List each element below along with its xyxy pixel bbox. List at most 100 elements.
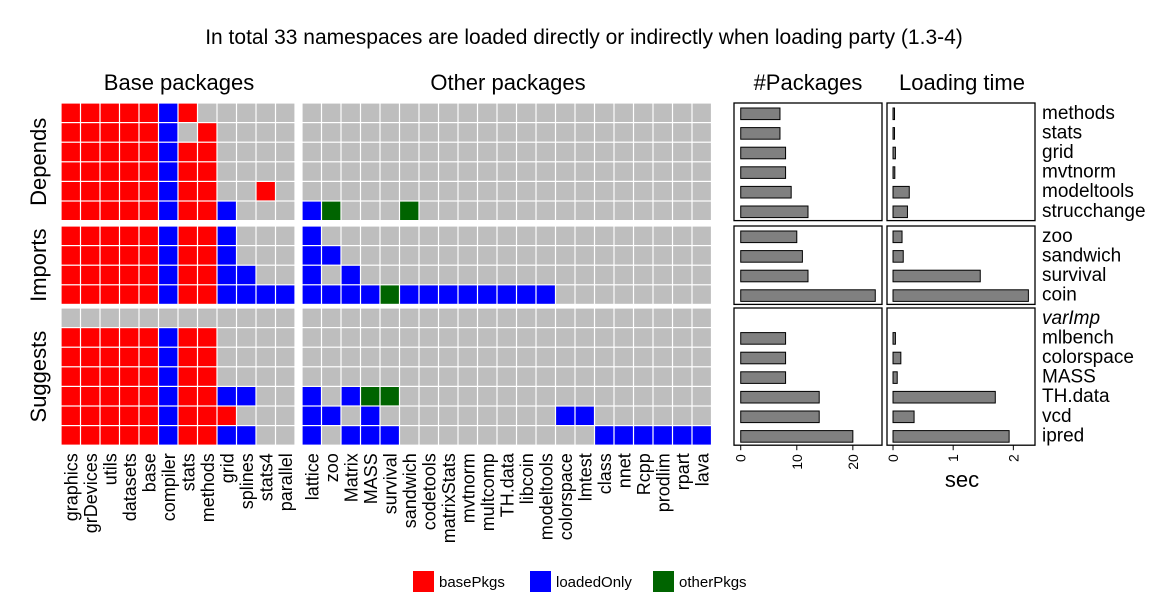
bar-load-time bbox=[892, 146, 896, 160]
heat-cell-base bbox=[237, 162, 256, 181]
heat-cell-other bbox=[614, 387, 633, 406]
packages-axis-tick-label: 20 bbox=[845, 454, 861, 470]
heat-cell-other bbox=[595, 142, 614, 162]
heat-cell-base bbox=[139, 426, 158, 445]
heat-cell-base bbox=[159, 347, 178, 367]
heat-cell-other bbox=[673, 162, 692, 181]
heat-cell-other bbox=[536, 103, 555, 122]
heat-cell-base bbox=[237, 347, 256, 367]
heat-cell-other bbox=[380, 162, 399, 181]
heat-cell-other bbox=[400, 226, 419, 245]
heat-cell-other bbox=[439, 226, 458, 245]
heat-cell-base bbox=[217, 123, 236, 142]
heat-cell-base bbox=[61, 308, 80, 327]
heat-cell-other bbox=[575, 367, 594, 386]
heat-cell-base bbox=[217, 285, 236, 304]
heat-cell-other bbox=[517, 103, 536, 122]
heat-cell-other bbox=[634, 406, 653, 425]
heat-cell-other bbox=[322, 406, 341, 425]
heat-cell-other bbox=[614, 246, 633, 265]
heat-cell-other bbox=[458, 387, 477, 406]
heat-cell-other bbox=[361, 387, 380, 406]
heat-cell-other bbox=[634, 182, 653, 201]
column-label-other: Matrix bbox=[342, 453, 362, 502]
heat-cell-base bbox=[81, 347, 100, 367]
heat-cell-other bbox=[419, 246, 438, 265]
heat-cell-other bbox=[634, 347, 653, 367]
heat-cell-other bbox=[380, 406, 399, 425]
heat-cell-other bbox=[556, 285, 575, 304]
heat-cell-other bbox=[536, 226, 555, 245]
heat-cell-base bbox=[256, 182, 275, 201]
heat-cell-base bbox=[198, 246, 217, 265]
heat-cell-other bbox=[692, 246, 711, 265]
heat-cell-other bbox=[673, 182, 692, 201]
heat-cell-other bbox=[634, 285, 653, 304]
heat-cell-other bbox=[400, 201, 419, 220]
heat-cell-other bbox=[653, 367, 672, 386]
heat-cell-other bbox=[478, 265, 497, 285]
heat-cell-other bbox=[380, 347, 399, 367]
heat-cell-other bbox=[595, 328, 614, 347]
figure-title: In total 33 namespaces are loaded direct… bbox=[205, 26, 963, 49]
heat-cell-other bbox=[380, 285, 399, 304]
heat-cell-base bbox=[100, 387, 119, 406]
heat-cell-other bbox=[692, 387, 711, 406]
heat-cell-other bbox=[322, 367, 341, 386]
labels-layer: Dependsmethodsstatsgridmvtnormmodeltools… bbox=[26, 103, 1146, 543]
heat-cell-base bbox=[237, 142, 256, 162]
heat-cell-other bbox=[536, 123, 555, 142]
column-label-base: splines bbox=[237, 453, 257, 509]
heat-cell-other bbox=[556, 162, 575, 181]
heat-cell-other bbox=[497, 406, 516, 425]
heat-cell-other bbox=[458, 426, 477, 445]
heat-cell-base bbox=[276, 406, 295, 425]
heat-cell-other bbox=[692, 103, 711, 122]
heat-cell-other bbox=[517, 162, 536, 181]
heat-cell-base bbox=[276, 201, 295, 220]
packages-panel-frame bbox=[733, 307, 883, 446]
bar-load-time bbox=[892, 390, 996, 404]
bar-n-packages bbox=[740, 269, 809, 283]
heat-cell-base bbox=[159, 226, 178, 245]
heat-cell-other bbox=[595, 387, 614, 406]
heat-cell-base bbox=[178, 246, 197, 265]
bar-n-packages bbox=[740, 332, 787, 345]
heat-cell-other bbox=[634, 426, 653, 445]
column-label-other: codetools bbox=[420, 453, 440, 530]
heat-cell-other bbox=[302, 123, 321, 142]
heat-cell-base bbox=[139, 387, 158, 406]
heat-cell-other bbox=[692, 285, 711, 304]
heat-cell-other bbox=[575, 246, 594, 265]
heat-cell-other bbox=[478, 226, 497, 245]
heat-cell-other bbox=[419, 142, 438, 162]
heat-cell-base bbox=[237, 387, 256, 406]
heat-cell-other bbox=[322, 162, 341, 181]
column-label-other: TH.data bbox=[498, 452, 518, 517]
heat-cell-other bbox=[458, 285, 477, 304]
heat-cell-other bbox=[439, 367, 458, 386]
heat-cell-other bbox=[595, 265, 614, 285]
heat-cell-other bbox=[536, 426, 555, 445]
heat-cell-other bbox=[439, 182, 458, 201]
heat-cell-base bbox=[159, 123, 178, 142]
heat-cell-base bbox=[237, 406, 256, 425]
heat-cell-base bbox=[256, 308, 275, 327]
bar-n-packages bbox=[740, 146, 787, 160]
heat-cell-other bbox=[439, 123, 458, 142]
heat-cell-base bbox=[61, 265, 80, 285]
heat-cell-other bbox=[341, 265, 360, 285]
heat-cell-other bbox=[536, 142, 555, 162]
column-label-base: stats4 bbox=[257, 453, 277, 501]
heat-cell-base bbox=[81, 226, 100, 245]
heat-cell-base bbox=[217, 265, 236, 285]
heat-cell-base bbox=[237, 265, 256, 285]
loading-panel-frame bbox=[886, 102, 1036, 222]
heat-cell-other bbox=[400, 246, 419, 265]
heat-cell-other bbox=[595, 103, 614, 122]
heat-cell-other bbox=[614, 308, 633, 327]
heat-cell-base bbox=[61, 285, 80, 304]
heat-cell-other bbox=[692, 142, 711, 162]
column-label-base: base bbox=[140, 453, 160, 492]
heat-cell-other bbox=[497, 285, 516, 304]
